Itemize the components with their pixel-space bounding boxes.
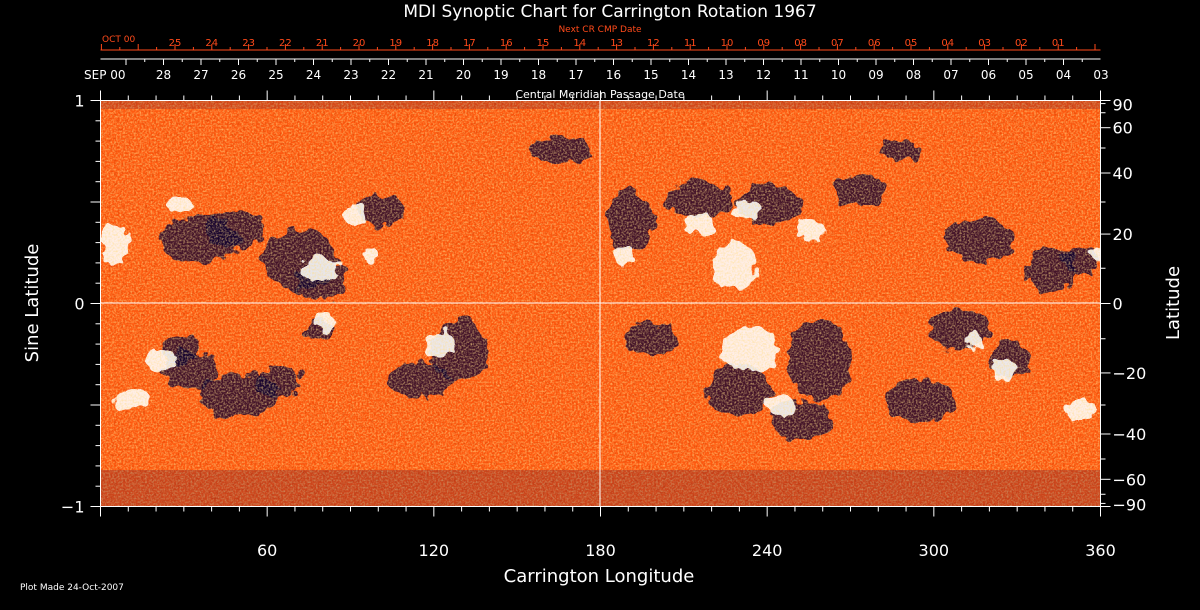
- cmp-day-label: 17: [568, 68, 583, 82]
- cmp-day-label: 27: [193, 68, 208, 82]
- next-cr-day-label: 16: [500, 38, 513, 49]
- next-cr-day-label: 17: [463, 38, 476, 49]
- cmp-day-label: 15: [643, 68, 658, 82]
- next-cr-day-label: 02: [1015, 38, 1028, 49]
- next-cr-day-label: 18: [426, 38, 439, 49]
- cmp-day-label: 23: [343, 68, 358, 82]
- y-right-tick-label: 90: [1113, 96, 1133, 115]
- y-right-tick-label: 40: [1113, 164, 1133, 183]
- y-right-tick-label: −60: [1113, 470, 1147, 489]
- cmp-day-label: 06: [981, 68, 996, 82]
- next-cr-day-label: 01: [1052, 38, 1065, 49]
- cmp-day-label: 24: [306, 68, 321, 82]
- next-cr-axis-label: Next CR CMP Date: [558, 25, 642, 35]
- cmp-day-label: 19: [493, 68, 508, 82]
- cmp-day-label: 12: [756, 68, 771, 82]
- next-cr-axis: 25 24 23 22 21 20 19 18 17 16 15 14 13 12 11 10 09 08 07 06…: [100, 38, 1101, 51]
- cmp-date-axis: 28 27 26 25 24 23 22 21 20 19 18 17 16 15 14 13 12 11 10 09…: [100, 58, 1109, 82]
- y-tick-label: 1: [74, 92, 84, 111]
- next-cr-day-label: 13: [610, 38, 623, 49]
- cmp-day-label: 14: [681, 68, 696, 82]
- x-tick-label: 300: [919, 541, 950, 560]
- next-cr-day-label: 08: [794, 38, 807, 49]
- cmp-day-label: 10: [831, 68, 846, 82]
- y-axis-right-title: Latitude: [1163, 266, 1184, 340]
- next-cr-day-label: 20: [353, 38, 366, 49]
- cmp-day-label: 21: [418, 68, 433, 82]
- cmp-day-label: 03: [1093, 68, 1108, 82]
- cmp-day-label: 13: [718, 68, 733, 82]
- y-axis-left-title: Sine Latitude: [22, 244, 43, 363]
- y-axis-left: 1 0 −1: [61, 92, 101, 517]
- magnetogram-map: [101, 101, 1100, 506]
- next-cr-day-label: 10: [721, 38, 734, 49]
- next-cr-day-label: 05: [905, 38, 918, 49]
- cmp-day-label: 28: [156, 68, 171, 82]
- next-cr-day-label: 22: [279, 38, 292, 49]
- x-axis: 60 120 180 240 300 360: [100, 90, 1116, 560]
- x-axis-title: Carrington Longitude: [504, 566, 695, 587]
- x-tick-label: 120: [419, 541, 450, 560]
- next-cr-day-label: 12: [647, 38, 660, 49]
- next-cr-day-label: 24: [205, 38, 218, 49]
- y-right-tick-label: 60: [1113, 119, 1133, 138]
- x-tick-label: 60: [257, 541, 277, 560]
- next-cr-day-label: 06: [868, 38, 881, 49]
- x-tick-label: 240: [752, 541, 783, 560]
- next-cr-day-label: 09: [757, 38, 770, 49]
- next-cr-day-label: 14: [573, 38, 586, 49]
- cmp-day-label: 04: [1056, 68, 1071, 82]
- cmp-day-label: 07: [943, 68, 958, 82]
- y-axis-right: 90 60 40 20 0 −20 −40 −60 −90: [1100, 96, 1147, 515]
- y-tick-label: 0: [74, 295, 84, 314]
- cmp-day-label: 26: [231, 68, 246, 82]
- next-cr-day-label: 19: [389, 38, 402, 49]
- cmp-day-label: 25: [268, 68, 283, 82]
- plot-made-label: Plot Made 24-Oct-2007: [20, 583, 124, 593]
- cmp-day-label: 11: [793, 68, 808, 82]
- next-cr-day-label: 11: [684, 38, 697, 49]
- y-right-tick-label: 0: [1113, 295, 1123, 314]
- y-right-tick-label: −20: [1113, 364, 1147, 383]
- x-tick-label: 360: [1085, 541, 1116, 560]
- next-cr-day-label: 07: [831, 38, 844, 49]
- cmp-day-label: 08: [906, 68, 921, 82]
- next-cr-day-label: 03: [978, 38, 991, 49]
- cmp-day-label: 20: [456, 68, 471, 82]
- cmp-day-label: 16: [606, 68, 621, 82]
- y-right-tick-label: −90: [1113, 496, 1147, 515]
- cmp-month-label: SEP 00: [84, 68, 126, 82]
- cmp-day-label: 18: [531, 68, 546, 82]
- cmp-day-label: 09: [868, 68, 883, 82]
- next-cr-day-label: 23: [242, 38, 255, 49]
- y-tick-label: −1: [61, 498, 85, 517]
- next-cr-month-label: OCT 00: [102, 35, 135, 45]
- next-cr-day-label: 21: [316, 38, 329, 49]
- chart-title: MDI Synoptic Chart for Carrington Rotati…: [403, 2, 816, 22]
- next-cr-day-label: 04: [941, 38, 954, 49]
- y-right-tick-label: −40: [1113, 425, 1147, 444]
- y-right-tick-label: 20: [1113, 225, 1133, 244]
- cmp-day-label: 22: [381, 68, 396, 82]
- cmp-day-label: 05: [1018, 68, 1033, 82]
- next-cr-day-label: 15: [537, 38, 550, 49]
- x-tick-label: 180: [585, 541, 616, 560]
- next-cr-day-label: 25: [169, 38, 182, 49]
